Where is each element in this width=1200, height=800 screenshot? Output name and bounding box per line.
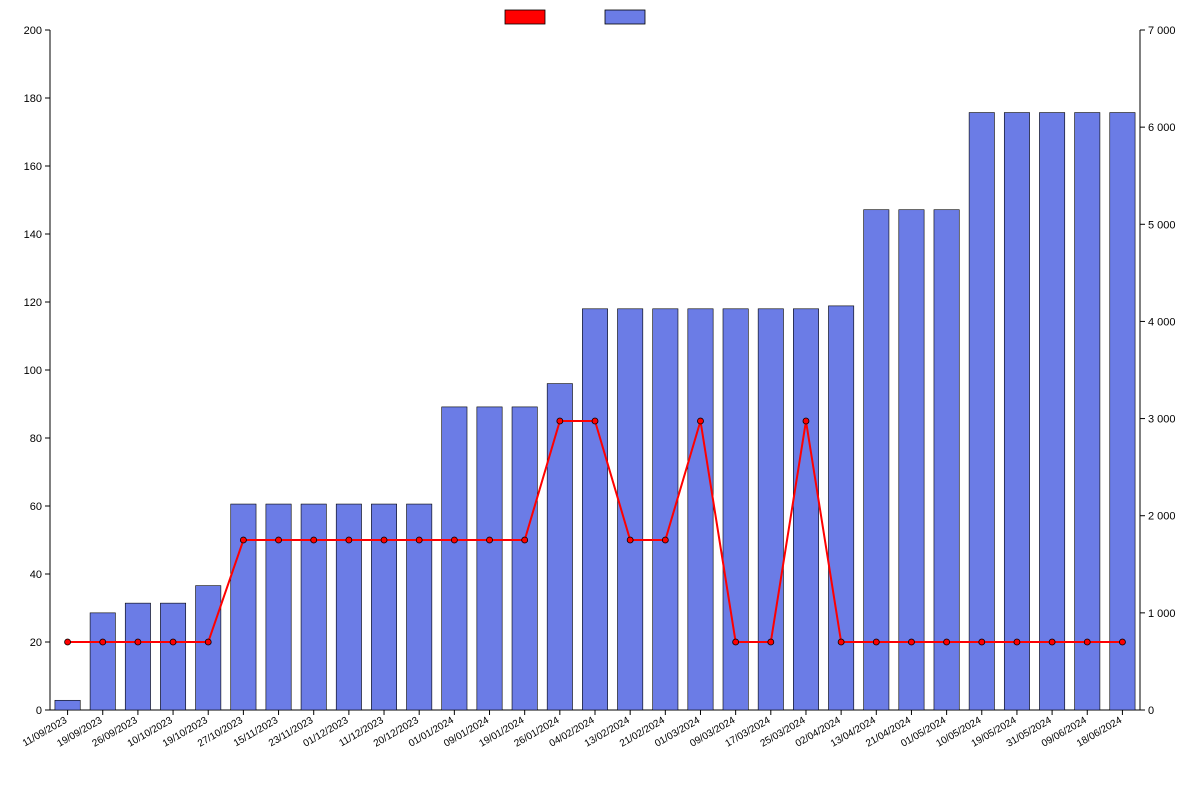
- bar: [758, 309, 783, 710]
- line-marker: [592, 418, 598, 424]
- line-marker: [416, 537, 422, 543]
- bar: [512, 407, 537, 710]
- bar: [196, 586, 221, 710]
- left-tick-label: 140: [24, 229, 42, 241]
- line-marker: [346, 537, 352, 543]
- bar: [864, 210, 889, 710]
- bar: [160, 603, 185, 710]
- line-marker: [662, 537, 668, 543]
- left-tick-label: 20: [30, 637, 42, 649]
- right-tick-label: 0: [1148, 705, 1154, 717]
- right-tick-label: 5 000: [1148, 219, 1176, 231]
- line-marker: [487, 537, 493, 543]
- bar: [301, 504, 326, 710]
- left-tick-label: 100: [24, 365, 42, 377]
- line-marker: [65, 639, 71, 645]
- left-tick-label: 80: [30, 433, 42, 445]
- bar: [266, 504, 291, 710]
- combo-chart: 0 20 40 60 80 100 120 140 160 180 200 0 1 000 2 000 3 …: [0, 0, 1200, 800]
- line-marker: [100, 639, 106, 645]
- bar: [477, 407, 502, 710]
- line-marker: [873, 639, 879, 645]
- line-marker: [697, 418, 703, 424]
- line-marker: [1084, 639, 1090, 645]
- bar: [1075, 113, 1100, 710]
- line-marker: [381, 537, 387, 543]
- line-marker: [276, 537, 282, 543]
- line-marker: [944, 639, 950, 645]
- bar: [90, 613, 115, 710]
- chart-svg: 0 20 40 60 80 100 120 140 160 180 200 0 1 000 2 000 3 …: [0, 0, 1200, 800]
- bar: [442, 407, 467, 710]
- line-marker: [1049, 639, 1055, 645]
- right-tick-label: 2 000: [1148, 511, 1176, 523]
- bar: [934, 210, 959, 710]
- line-marker: [557, 418, 563, 424]
- left-tick-label: 0: [36, 705, 42, 717]
- line-marker: [803, 418, 809, 424]
- right-tick-label: 4 000: [1148, 316, 1176, 328]
- bar: [582, 309, 607, 710]
- line-marker: [205, 639, 211, 645]
- line-marker: [135, 639, 141, 645]
- bar: [723, 309, 748, 710]
- left-tick-label: 60: [30, 501, 42, 513]
- left-tick-label: 120: [24, 297, 42, 309]
- line-marker: [733, 639, 739, 645]
- bar: [547, 384, 572, 710]
- right-tick-label: 1 000: [1148, 608, 1176, 620]
- right-tick-label: 7 000: [1148, 25, 1176, 37]
- right-tick-label: 6 000: [1148, 122, 1176, 134]
- bar: [407, 504, 432, 710]
- line-marker: [1014, 639, 1020, 645]
- line-marker: [979, 639, 985, 645]
- line-marker: [838, 639, 844, 645]
- bar: [828, 306, 853, 710]
- line-marker: [311, 537, 317, 543]
- bar: [55, 700, 80, 710]
- bar: [231, 504, 256, 710]
- line-marker: [768, 639, 774, 645]
- left-tick-label: 40: [30, 569, 42, 581]
- legend-swatch-line: [505, 10, 545, 24]
- bar: [969, 113, 994, 710]
- bar: [1039, 113, 1064, 710]
- bar: [371, 504, 396, 710]
- bar: [1004, 113, 1029, 710]
- bar: [125, 603, 150, 710]
- line-marker: [170, 639, 176, 645]
- left-tick-label: 180: [24, 93, 42, 105]
- bar: [793, 309, 818, 710]
- line-marker: [627, 537, 633, 543]
- bar: [1110, 113, 1135, 710]
- line-marker: [1119, 639, 1125, 645]
- left-tick-label: 200: [24, 25, 42, 37]
- line-marker: [522, 537, 528, 543]
- legend-swatch-bar: [605, 10, 645, 24]
- bar: [688, 309, 713, 710]
- left-tick-label: 160: [24, 161, 42, 173]
- line-marker: [908, 639, 914, 645]
- bar: [899, 210, 924, 710]
- line-marker: [451, 537, 457, 543]
- right-tick-label: 3 000: [1148, 414, 1176, 426]
- bar: [336, 504, 361, 710]
- line-marker: [240, 537, 246, 543]
